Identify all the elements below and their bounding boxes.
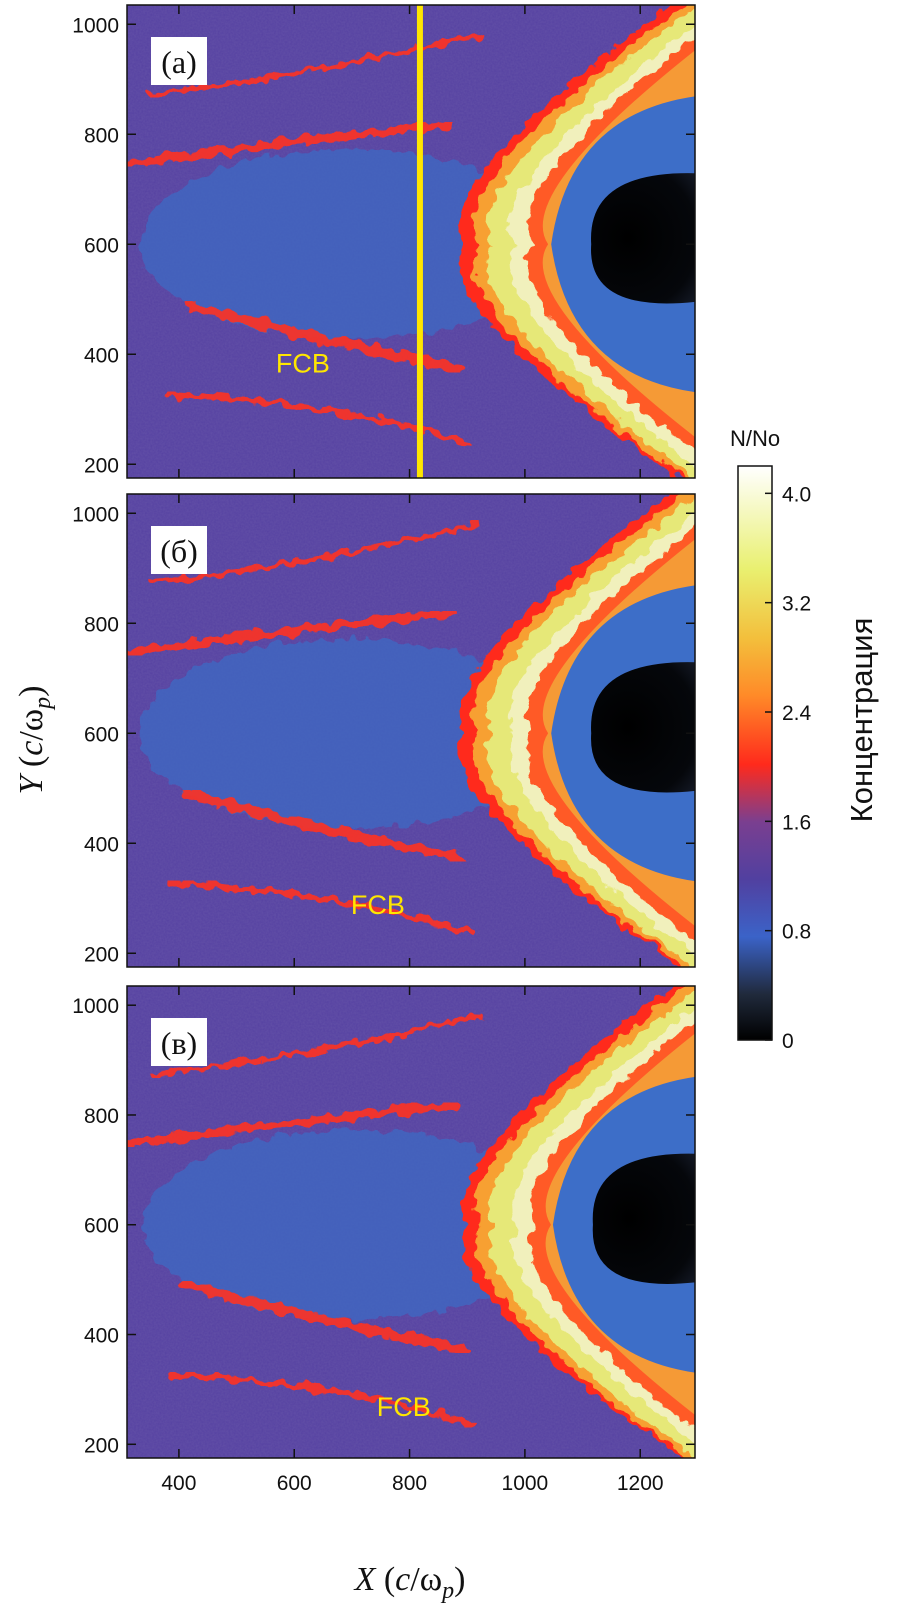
y-tick-label: 400 [84,833,119,856]
panel-1: 200 400 600 800 1000 (а) FCB [72,4,696,479]
foreshock-cavity [140,638,561,829]
panel-tag-box [151,37,207,85]
y-tick-label: 600 [84,234,119,257]
colorbar-gradient [737,465,773,1041]
colorbar-tick-label: 0.8 [782,921,811,944]
y-tick-label: 400 [84,344,119,367]
colorbar-unit-label: N/No [730,426,780,451]
panel-plot-area [127,494,695,967]
fcb-filament [182,1279,468,1355]
colorbar-tick-label: 2.4 [782,702,812,725]
colorbar-title: Концентрация [844,618,879,823]
x-tick-label: 1200 [617,1472,664,1495]
fcb-filament [147,520,483,586]
obstacle-cavity [591,662,695,793]
foreshock-cavity [140,149,561,340]
colorbar-tick-label: 0 [782,1030,794,1053]
panel-tag: (б) [160,533,198,569]
y-tick-label: 800 [84,613,119,636]
fcb-annotation: FCB [351,890,405,920]
x-tick-label: 600 [277,1472,312,1495]
foreshock-cavity [142,1129,563,1320]
panel-frame [126,493,696,968]
panel-plot-area [127,5,695,478]
colorbar-tick-label: 3.2 [782,593,811,616]
fcb-filament [127,608,455,658]
x-tick-label: 800 [392,1472,427,1495]
y-axis-title: Y (c/ωp) [13,686,56,795]
x-axis-title: X (c/ωp) [353,1561,466,1604]
panel-tag-box [151,526,207,574]
fcb-filament [147,31,483,97]
fcb-annotation: FCB [377,1392,431,1422]
y-tick-label: 1000 [72,14,119,37]
y-tick-label: 200 [84,943,119,966]
fcb-filament [127,1100,458,1150]
fcb-filament [169,1371,476,1428]
colorbar: 0 0.8 1.6 2.4 3.2 4.0 N/No Концентрация [730,426,879,1053]
fcb-filament [182,299,466,375]
y-tick-label: 800 [84,124,119,147]
y-tick-label: 800 [84,1105,119,1128]
panels-group: 200 400 600 800 1000 (а) FCB 200 400 600 800 1000 (б… [72,4,696,1495]
panel-frame [126,4,696,479]
obstacle-cavity [591,173,695,304]
fcb-annotation: FCB [276,349,330,379]
panel-tag: (а) [161,44,197,80]
panel-3: 200 400 600 800 1000 (в) FCB [72,985,696,1459]
fcb-filament [127,119,455,169]
colorbar-tick-label: 1.6 [782,811,811,834]
panel-tag: (в) [161,1025,197,1061]
y-tick-label: 200 [84,454,119,477]
fcb-filament [182,788,466,864]
panel-plot-area [127,986,695,1458]
fcb-filament [167,391,474,448]
panel-2: 200 400 600 800 1000 (б) FCB [72,493,696,968]
panel-frame [126,985,696,1459]
fcb-filament [167,880,474,937]
y-tick-label: 600 [84,723,119,746]
y-tick-label: 1000 [72,995,119,1018]
x-tick-label: 1000 [502,1472,549,1495]
x-tick-label: 400 [161,1472,196,1495]
obstacle-cavity [592,1153,695,1284]
y-tick-label: 400 [84,1325,119,1348]
y-tick-label: 200 [84,1434,119,1457]
colorbar-tick-label: 4.0 [782,483,811,506]
y-tick-label: 1000 [72,503,119,526]
panel-tag-box [151,1018,207,1066]
fcb-filament [150,1012,486,1078]
y-tick-label: 600 [84,1215,119,1238]
